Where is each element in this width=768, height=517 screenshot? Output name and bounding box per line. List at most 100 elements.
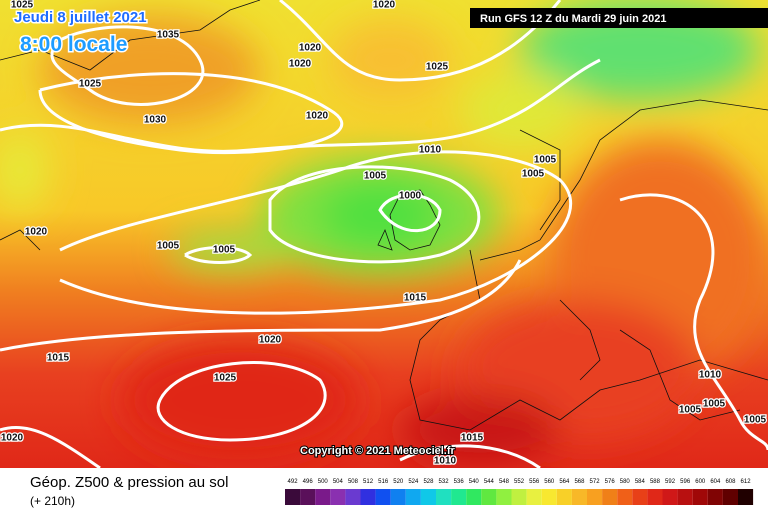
scale-label: 536 [454,479,465,485]
isobar-labels: 1025 1035 1020 1020 1020 1025 1025 1030 1020 1010… [0,0,768,468]
scale-swatch [405,489,421,505]
coastlines [0,0,768,431]
scale-swatch [617,489,633,505]
isobar-label: 1020 [1,433,24,444]
scale-label: 500 [318,479,329,485]
scale-swatch [556,489,572,505]
field [0,0,768,468]
isobar-label: 1015 [461,433,484,444]
scale-swatch [330,489,346,505]
forecast-time: 8:00 locale [20,33,127,56]
copyright: Copyright © 2021 Meteociel.fr [300,445,456,457]
scale-swatch [707,489,723,505]
isobar-label: 1020 [25,227,48,238]
scale-swatch [662,489,678,505]
scale-label: 512 [363,479,374,485]
scale-label: 544 [484,479,495,485]
scale-swatch [451,489,467,505]
isobar-label: 1005 [534,155,557,166]
isobar-label: 1015 [47,353,70,364]
scale-swatch [602,489,618,505]
isobar-label: 1010 [434,456,457,467]
scale-swatch [511,489,527,505]
header: Jeudi 8 juillet 2021 8:00 locale Run GFS… [13,8,768,58]
run-banner [470,8,768,28]
scale-label: 568 [574,479,585,485]
scale-label: 516 [378,479,389,485]
scale-swatch [571,489,587,505]
scale-label: 612 [741,479,752,485]
scale-swatch [647,489,663,505]
scale-label: 520 [393,479,404,485]
scale-swatch [526,489,542,505]
scale-swatch [677,489,693,505]
isobar-label: 1030 [144,115,167,126]
scale-swatch [360,489,376,505]
scale-swatch [496,489,512,505]
isobar-label: 1010 [419,145,442,156]
scale-label: 492 [288,479,299,485]
scale-label: 580 [620,479,631,485]
scale-label: 576 [605,479,616,485]
scale-swatch [632,489,648,505]
isobar-label: 1015 [404,293,427,304]
scale-swatch [420,489,436,505]
scale-label: 584 [635,479,646,485]
isobar-label: 1025 [214,373,237,384]
footer-lead: (+ 210h) [30,494,75,508]
scale-swatch [587,489,603,505]
isobar-label: 1025 [426,62,449,73]
isobar-label: 1010 [699,370,722,381]
scale-swatch [481,489,497,505]
scale-label: 532 [439,479,450,485]
scale-label: 560 [544,479,555,485]
scale-label: 596 [680,479,691,485]
scale-label: 528 [423,479,434,485]
scale-label: 508 [348,479,359,485]
scale-label: 564 [559,479,570,485]
scale-swatch [300,489,316,505]
scale-label: 572 [590,479,601,485]
isobar-label: 1005 [522,169,545,180]
isobar-label: 1025 [79,79,102,90]
scale-label: 552 [514,479,525,485]
scale-label: 600 [695,479,706,485]
isobars [0,0,768,468]
scale-label: 496 [303,479,314,485]
run-info: Run GFS 12 Z du Mardi 29 juin 2021 [480,13,666,25]
scale-swatch [315,489,331,505]
scale-swatch [738,489,754,505]
scale-label: 592 [665,479,676,485]
isobar-label: 1005 [679,405,702,416]
scale-swatch [345,489,361,505]
scale-swatch [436,489,452,505]
isobar-label: 1020 [259,335,282,346]
forecast-date: Jeudi 8 juillet 2021 [14,9,147,26]
isobar-label: 1005 [364,171,387,182]
isobar-label: 1005 [157,241,180,252]
scale-swatch [692,489,708,505]
isobar-label: 1025 [11,0,34,11]
scale-label: 524 [408,479,419,485]
color-scale: 492 496 500 504 508 512 516 520 524 528 532 536 540 5… [285,479,754,505]
scale-swatch [541,489,557,505]
isobar-label: 1020 [299,43,322,54]
scale-label: 556 [529,479,540,485]
scale-swatch [390,489,406,505]
scale-label: 588 [650,479,661,485]
isobar-label: 1005 [213,245,236,256]
scale-label: 540 [469,479,480,485]
footer-title: Géop. Z500 & pression au sol [30,474,228,491]
scale-label: 608 [725,479,736,485]
scale-swatch [375,489,391,505]
scale-label: 548 [499,479,510,485]
scale-swatch [722,489,738,505]
isobar-label: 1005 [744,415,767,426]
isobar-label: 1000 [399,191,422,202]
scale-swatch [466,489,482,505]
isobar-label: 1020 [289,59,312,70]
isobar-label: 1020 [306,111,329,122]
isobar-label: 1035 [157,30,180,41]
isobar-label: 1020 [373,0,396,11]
